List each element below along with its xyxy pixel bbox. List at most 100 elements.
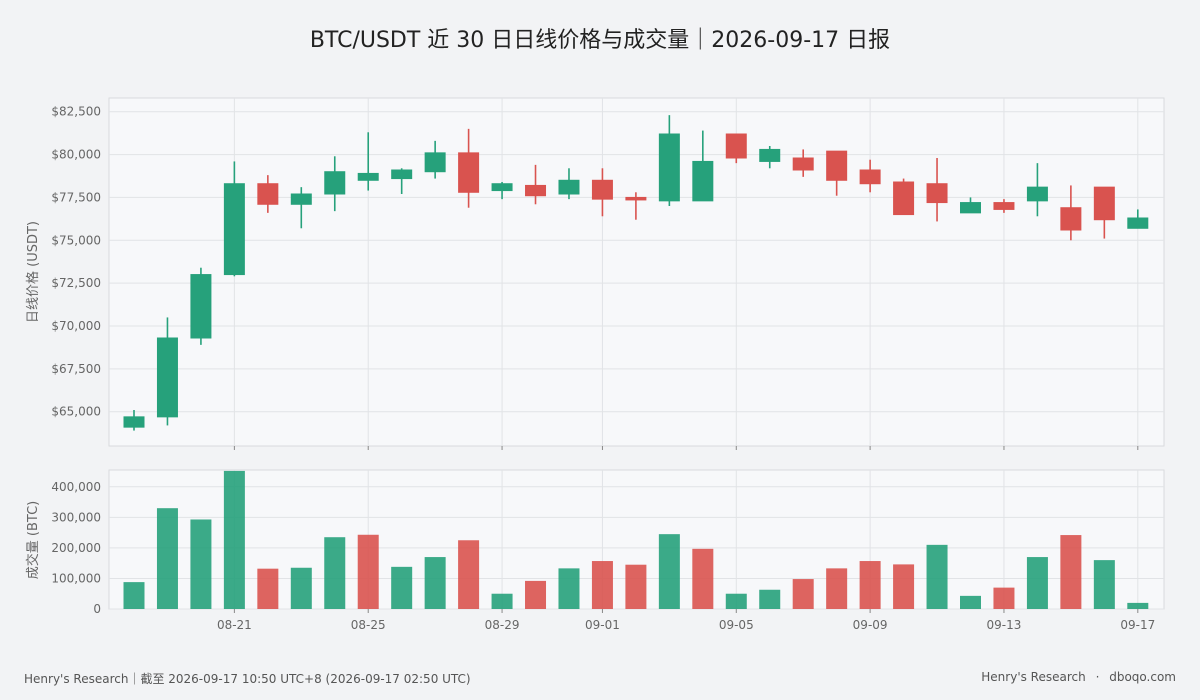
candle [859, 159, 881, 193]
candle [792, 149, 814, 177]
candle [658, 115, 680, 206]
candle [926, 158, 948, 222]
volume-bar [1093, 560, 1115, 609]
volume-tick-label: 0 [93, 602, 101, 616]
volume-bar [491, 593, 513, 609]
candle-body [324, 171, 346, 195]
candle-body [1060, 207, 1082, 231]
candle [826, 150, 848, 196]
x-tick-label: 09-09 [853, 618, 888, 632]
price-ylabel: 日线价格 (USDT) [25, 221, 41, 323]
candle [123, 410, 145, 431]
candle-body [223, 183, 245, 276]
candle [960, 197, 981, 214]
candle [491, 182, 513, 200]
price-tick-label: $77,500 [51, 190, 101, 204]
candle [357, 132, 379, 191]
volume-bar [156, 508, 178, 609]
volume-bar [759, 589, 781, 609]
candle-body [357, 172, 379, 181]
x-tick-label: 08-29 [485, 618, 520, 632]
volume-yticks: 0 100,000 200,000 300,000 400,000 [51, 480, 101, 616]
candle-body [893, 181, 915, 216]
candle [424, 140, 446, 179]
candle [692, 130, 714, 202]
price-tick-label: $82,500 [51, 105, 101, 119]
volume-bar [591, 561, 613, 609]
volume-bar [458, 540, 480, 609]
candle-body [725, 133, 747, 159]
volume-bar [625, 564, 647, 609]
x-tick-label: 09-17 [1120, 618, 1155, 632]
footer-brand: Henry's Research [981, 670, 1086, 684]
footer-site: dboqo.com [1109, 670, 1176, 684]
candle-body [123, 416, 145, 428]
volume-bar [257, 568, 279, 609]
candle-body [1026, 186, 1048, 202]
candle-body [960, 202, 981, 214]
x-tick-label: 09-01 [585, 618, 620, 632]
volume-tick-label: 300,000 [51, 510, 101, 524]
candle [759, 146, 781, 169]
candle-body [525, 184, 547, 197]
candle-body [692, 160, 714, 202]
volume-bar [290, 567, 312, 609]
volume-bar [893, 564, 915, 609]
volume-tick-label: 100,000 [51, 571, 101, 585]
candle-body [391, 169, 413, 180]
chart-title: BTC/USDT 近 30 日日线价格与成交量｜2026-09-17 日报 [309, 28, 891, 53]
candle [725, 133, 747, 164]
volume-bar [792, 579, 814, 609]
candle-body [190, 274, 212, 339]
candle-body [458, 152, 480, 193]
x-tick-label: 08-21 [217, 618, 252, 632]
candle [391, 168, 413, 194]
x-tick-label: 08-25 [351, 618, 386, 632]
volume-bar [391, 566, 413, 609]
candle-body [424, 152, 446, 173]
candle-body [993, 202, 1015, 210]
footer-source: Henry's Research｜截至 2026-09-17 10:50 UTC… [24, 672, 471, 686]
candle-body [558, 179, 580, 195]
price-tick-label: $75,000 [51, 233, 101, 247]
price-panel [108, 97, 1165, 447]
candle-body [1127, 217, 1149, 229]
volume-bar [525, 580, 547, 609]
volume-bar [692, 548, 714, 609]
volume-tick-label: 400,000 [51, 480, 101, 494]
candle-body [926, 183, 948, 204]
volume-bar [558, 568, 580, 609]
candle [324, 156, 346, 212]
price-tick-label: $80,000 [51, 148, 101, 162]
volume-bar [357, 534, 379, 609]
price-yticks: $65,000 $67,500 $70,000 $72,500 $75,000 $77,5… [51, 105, 101, 419]
price-tick-label: $72,500 [51, 276, 101, 290]
candle-body [1093, 186, 1115, 221]
footer-separator: · [1095, 670, 1100, 684]
volume-bars [123, 470, 1149, 609]
price-tick-label: $65,000 [51, 405, 101, 419]
candle [1127, 209, 1149, 229]
candle-body [257, 183, 279, 205]
candle [458, 128, 480, 208]
volume-bar [658, 534, 680, 609]
volume-tick-label: 200,000 [51, 541, 101, 555]
candle-body [625, 196, 647, 201]
volume-bar [926, 544, 948, 609]
volume-bar [123, 582, 145, 609]
volume-bar [190, 519, 212, 609]
candles [123, 115, 1149, 431]
volume-bar [1026, 557, 1048, 609]
candle [525, 164, 547, 205]
candle [190, 267, 212, 345]
price-tick-label: $70,000 [51, 319, 101, 333]
volume-bar [424, 557, 446, 609]
candle-body [156, 337, 178, 418]
x-tick-label: 09-13 [987, 618, 1022, 632]
volume-bar [960, 595, 981, 609]
candle-body [859, 169, 881, 185]
volume-ylabel: 成交量 (BTC) [25, 501, 41, 579]
candle-body [826, 150, 848, 181]
candle [223, 161, 245, 277]
